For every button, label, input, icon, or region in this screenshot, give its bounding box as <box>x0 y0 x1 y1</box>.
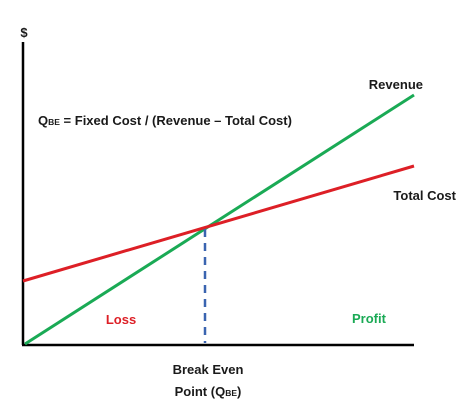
revenue-line <box>24 93 415 346</box>
profit-label: Profit <box>352 311 387 326</box>
total-cost-label: Total Cost <box>393 188 456 203</box>
break-even-label-line2: Point (QBE) <box>175 384 242 399</box>
total-cost-line <box>22 164 415 283</box>
formula-text: QBE = Fixed Cost / (Revenue – Total Cost… <box>38 113 292 128</box>
break-even-label-line1: Break Even <box>173 362 244 377</box>
revenue-label: Revenue <box>369 77 423 92</box>
y-axis-symbol: $ <box>20 25 28 40</box>
loss-label: Loss <box>106 312 136 327</box>
